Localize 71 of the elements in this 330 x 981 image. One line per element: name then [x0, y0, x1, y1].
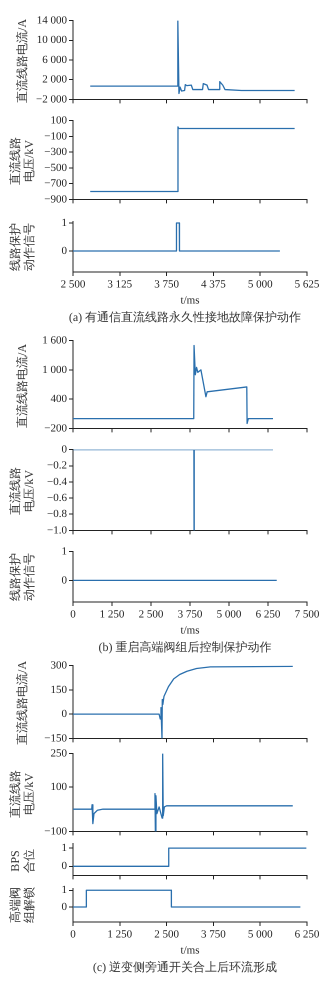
x-tick-label: 5 000: [248, 928, 274, 940]
y-tick-label: 0: [62, 900, 68, 913]
x-tick-label: 2 500: [60, 278, 86, 290]
y-tick-label: 1: [62, 842, 67, 854]
x-tick-label: 2 500: [154, 928, 180, 940]
y-tick-label: −700: [44, 178, 68, 190]
y-axis-title: 直流线路电流/A: [15, 344, 30, 428]
text: (b) 重启高端阀组后控制保护动作: [98, 639, 272, 656]
x-tick-label: 2 500: [138, 608, 164, 620]
y-tick-label: 0: [62, 860, 68, 872]
x-tick-label: 6 250: [294, 928, 320, 940]
y-tick-label: 6 000: [42, 54, 68, 66]
text: (a) 有通信直流线路永久性接地故障保护动作: [68, 309, 302, 326]
x-axis-title: t/ms: [180, 294, 200, 306]
x-tick-label: 0: [70, 928, 76, 940]
y-tick-label: 400: [50, 393, 68, 406]
y-tick-label: 14 000: [36, 14, 68, 26]
y-tick-label: 150: [50, 684, 68, 696]
y-tick-label: −0.2: [47, 460, 67, 472]
y-tick-label: 0: [62, 443, 68, 456]
x-tick-label: 4 375: [201, 278, 226, 290]
y-tick-label: 10 000: [36, 34, 68, 46]
x-tick-label: 3 750: [201, 928, 226, 940]
y-tick-label: 0: [62, 574, 68, 586]
y-tick-label: −0.4: [47, 476, 68, 488]
y-tick-label: 1: [62, 884, 67, 896]
x-tick-label: 3 750: [154, 278, 180, 290]
y-tick-label: −2 000: [36, 93, 68, 106]
y-tick-label: −500: [44, 162, 68, 174]
y-tick-label: −200: [44, 422, 68, 434]
text: (c) 逆变侧旁通开关合上后环流形成: [92, 959, 278, 976]
y-tick-label: 0: [62, 708, 68, 720]
y-axis-title: 高端阀组解锁: [8, 887, 37, 923]
x-tick-label: 7 500: [294, 608, 320, 620]
y-axis-title: BPS合位: [8, 848, 37, 872]
y-tick-label: 100: [50, 780, 68, 793]
y-tick-label: −300: [44, 146, 68, 158]
y-tick-label: −100: [44, 130, 68, 142]
x-tick-label: 0: [70, 608, 76, 620]
y-tick-label: −100: [44, 825, 68, 838]
y-tick-label: −900: [44, 193, 68, 206]
y-axis-title: 直流线路电压/kV: [8, 467, 37, 515]
y-axis-title: 直流线路电压/kV: [8, 137, 37, 185]
x-tick-label: 1 250: [107, 928, 133, 940]
x-tick-label: 6 250: [256, 608, 281, 620]
y-tick-label: 1 000: [42, 364, 68, 376]
x-tick-label: 3 125: [107, 278, 133, 290]
y-tick-label: 1: [62, 545, 67, 558]
y-tick-label: 2 000: [42, 74, 68, 86]
y-tick-label: 300: [50, 659, 68, 672]
y-axis-title: 线路保护动作信号: [8, 552, 37, 600]
x-tick-label: 5 000: [248, 278, 274, 290]
y-tick-label: −0.6: [47, 492, 68, 504]
x-tick-label: 5 625: [294, 278, 320, 290]
x-tick-label: 3 750: [178, 608, 203, 620]
y-tick-label: 0: [62, 244, 68, 257]
y-tick-label: −0.8: [47, 508, 68, 520]
y-tick-label: −1.0: [47, 524, 68, 536]
x-axis-title: t/ms: [180, 944, 200, 956]
y-tick-label: −150: [44, 732, 68, 744]
y-axis-title: 线路保护动作信号: [8, 222, 37, 270]
y-axis-title: 直流线路电流/A: [15, 661, 30, 745]
y-axis-title: 直流线路电流/A: [15, 19, 30, 103]
x-axis-title: t/ms: [180, 624, 200, 636]
y-tick-label: 250: [50, 747, 68, 760]
x-tick-label: 1 250: [100, 608, 125, 620]
y-axis-title: 直流线路电压/kV: [8, 770, 37, 818]
y-tick-label: 1: [62, 216, 67, 229]
x-tick-label: 5 000: [216, 608, 242, 620]
y-tick-label: 100: [50, 114, 68, 126]
y-tick-label: 1 600: [42, 334, 68, 346]
